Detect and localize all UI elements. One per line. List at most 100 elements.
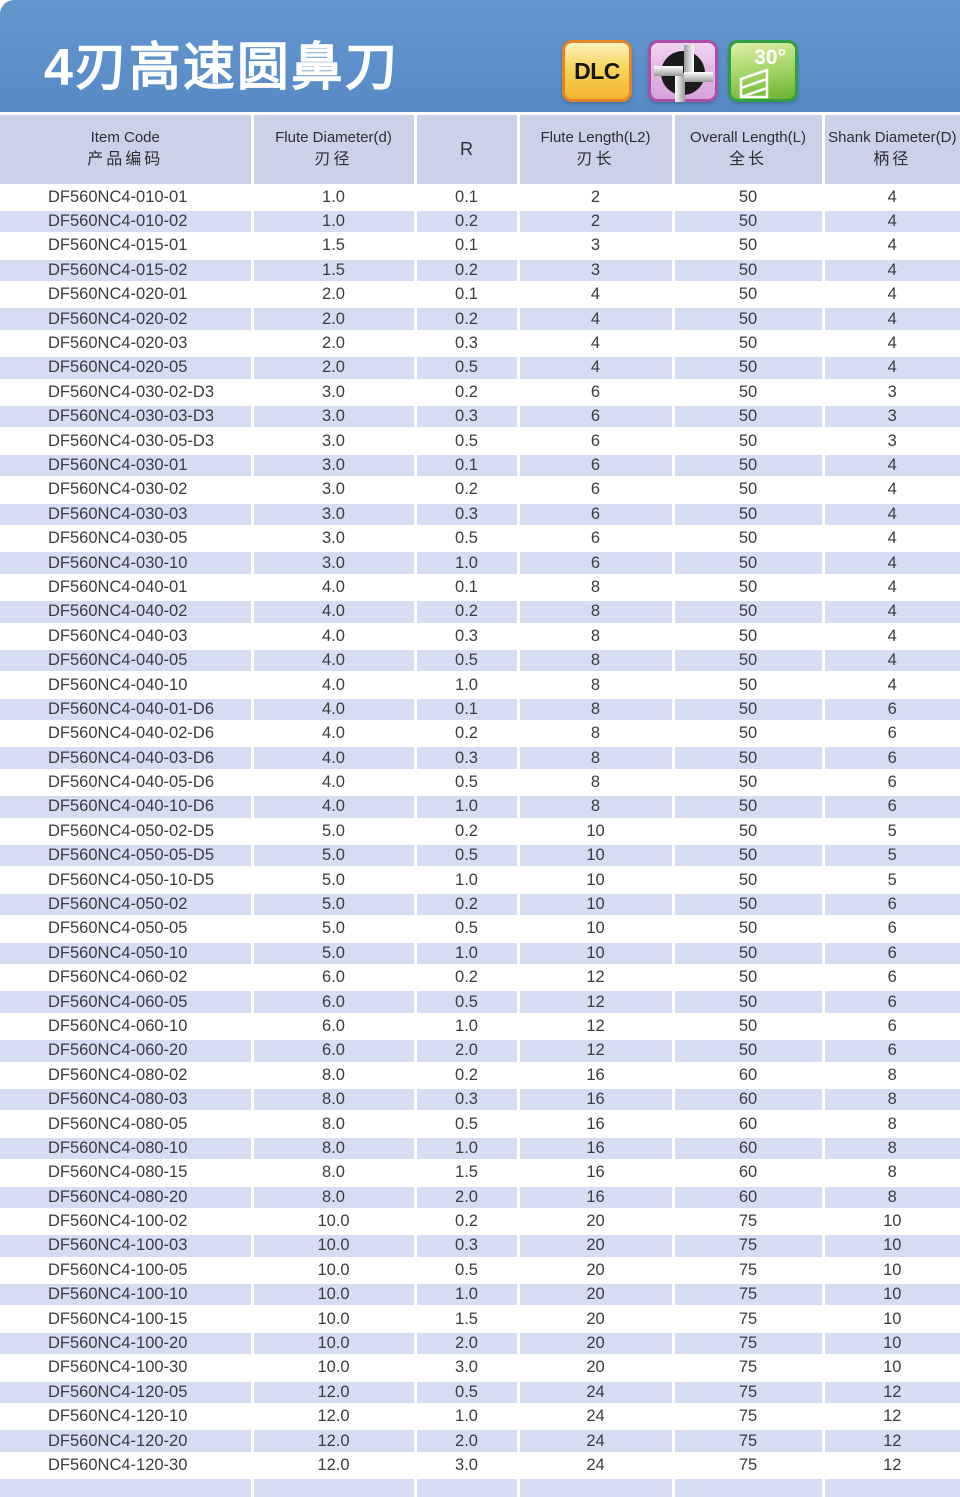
cell-radius: 0.1 [415, 233, 520, 260]
cell-flute-diameter: 4.0 [252, 672, 417, 699]
cell-flute-length: 8 [518, 745, 675, 772]
cell-overall-length: 75 [673, 1331, 825, 1358]
cell-flute-diameter: 4.0 [252, 624, 417, 650]
cell-radius: 0.5 [415, 1258, 520, 1285]
cell-radius: 0.5 [415, 526, 520, 553]
cell-item-code: DF560NC4-100-20 [0, 1331, 254, 1358]
cell-item-code: DF560NC4-050-05-D5 [0, 843, 254, 870]
cell-radius: 1.0 [415, 1136, 520, 1163]
column-header-overall-length: Overall Length(L) 全长 [673, 115, 825, 187]
table-row: DF560NC4-100-03 10.0 0.3 20 75 10 [0, 1233, 960, 1260]
table-row: DF560NC4-050-10 5.0 1.0 10 50 6 [0, 941, 960, 968]
cell-item-code: DF560NC4-050-02 [0, 892, 254, 919]
table-row: DF560NC4-100-30 10.0 3.0 20 75 10 [0, 1355, 960, 1382]
cell-overall-length: 50 [673, 355, 825, 382]
cell-flute-diameter: 5.0 [252, 941, 417, 968]
table-row: DF560NC4-050-10-D5 5.0 1.0 10 50 5 [0, 867, 960, 894]
cell-flute-diameter: 6.0 [252, 965, 417, 992]
cell-radius: 0.2 [415, 1209, 520, 1236]
table-row: DF560NC4-030-03-D3 3.0 0.3 6 50 3 [0, 404, 960, 431]
cell-flute-length: 6 [518, 477, 675, 504]
cell-radius: 0.2 [415, 306, 520, 333]
cell-overall-length: 50 [673, 624, 825, 650]
badge-group: DLC 30° [562, 40, 798, 102]
cell-shank-diameter: 12 [823, 1404, 960, 1431]
table-row: DF560NC4-040-10 4.0 1.0 8 50 4 [0, 672, 960, 699]
cell-radius: 1.0 [415, 867, 520, 894]
cell-flute-diameter: 2.0 [252, 355, 417, 382]
table-row: DF560NC4-050-02 5.0 0.2 10 50 6 [0, 892, 960, 919]
cell-flute-diameter: 1.5 [252, 258, 417, 285]
cell-item-code: DF560NC4-020-03 [0, 331, 254, 358]
cell-overall-length: 60 [673, 1160, 825, 1187]
table-row: DF560NC4-120-30 12.0 3.0 24 75 12 [0, 1453, 960, 1480]
cell-flute-length: 10 [518, 819, 675, 846]
cell-radius: 3.0 [415, 1355, 520, 1382]
cell-radius: 1.0 [415, 1282, 520, 1309]
cell-overall-length: 75 [673, 1404, 825, 1431]
cell-flute-length: 4 [518, 306, 675, 333]
empty-cell [518, 1477, 675, 1497]
cell-radius: 2.0 [415, 1428, 520, 1455]
table-row: DF560NC4-100-20 10.0 2.0 20 75 10 [0, 1331, 960, 1358]
table-row: DF560NC4-040-02 4.0 0.2 8 50 4 [0, 599, 960, 626]
cell-flute-length: 24 [518, 1428, 675, 1455]
cell-radius: 0.2 [415, 965, 520, 992]
table-row: DF560NC4-030-03 3.0 0.3 6 50 4 [0, 502, 960, 528]
cell-overall-length: 50 [673, 892, 825, 919]
table-row: DF560NC4-050-05 5.0 0.5 10 50 6 [0, 916, 960, 943]
table-row: DF560NC4-100-05 10.0 0.5 20 75 10 [0, 1258, 960, 1285]
cell-radius: 2.0 [415, 1331, 520, 1358]
cell-flute-diameter: 1.0 [252, 185, 417, 211]
cell-item-code: DF560NC4-050-05 [0, 916, 254, 943]
cell-flute-length: 2 [518, 185, 675, 211]
cell-flute-length: 8 [518, 599, 675, 626]
cell-item-code: DF560NC4-080-15 [0, 1160, 254, 1187]
cell-shank-diameter: 6 [823, 892, 960, 919]
cell-shank-diameter: 10 [823, 1355, 960, 1382]
cell-item-code: DF560NC4-020-02 [0, 306, 254, 333]
cell-flute-diameter: 12.0 [252, 1428, 417, 1455]
cell-shank-diameter: 4 [823, 672, 960, 699]
cell-flute-diameter: 12.0 [252, 1404, 417, 1431]
cell-flute-diameter: 10.0 [252, 1331, 417, 1358]
cell-flute-length: 12 [518, 965, 675, 992]
table-row: DF560NC4-080-02 8.0 0.2 16 60 8 [0, 1063, 960, 1089]
cell-overall-length: 50 [673, 428, 825, 455]
cell-radius: 0.1 [415, 453, 520, 480]
cell-radius: 0.1 [415, 282, 520, 309]
cell-flute-diameter: 2.0 [252, 306, 417, 333]
cell-overall-length: 50 [673, 867, 825, 894]
cell-flute-length: 6 [518, 428, 675, 455]
cell-shank-diameter: 6 [823, 770, 960, 797]
cell-shank-diameter: 4 [823, 624, 960, 650]
cell-item-code: DF560NC4-120-05 [0, 1380, 254, 1407]
cell-overall-length: 50 [673, 916, 825, 943]
cell-radius: 0.3 [415, 1087, 520, 1114]
cell-item-code: DF560NC4-080-05 [0, 1111, 254, 1138]
cell-flute-length: 10 [518, 867, 675, 894]
cell-overall-length: 50 [673, 282, 825, 309]
cell-flute-length: 24 [518, 1404, 675, 1431]
table-row: DF560NC4-100-10 10.0 1.0 20 75 10 [0, 1282, 960, 1309]
cell-overall-length: 50 [673, 477, 825, 504]
cell-flute-length: 8 [518, 648, 675, 675]
cell-radius: 0.5 [415, 1380, 520, 1407]
cell-flute-length: 6 [518, 404, 675, 431]
cell-radius: 0.1 [415, 575, 520, 602]
cell-overall-length: 50 [673, 209, 825, 236]
cell-overall-length: 50 [673, 721, 825, 748]
cell-flute-diameter: 4.0 [252, 648, 417, 675]
table-row: DF560NC4-100-02 10.0 0.2 20 75 10 [0, 1209, 960, 1236]
four-flute-cross-section-icon [654, 45, 713, 102]
table-row: DF560NC4-120-20 12.0 2.0 24 75 12 [0, 1428, 960, 1455]
cell-item-code: DF560NC4-120-20 [0, 1428, 254, 1455]
cell-overall-length: 75 [673, 1355, 825, 1382]
cell-shank-diameter: 5 [823, 819, 960, 846]
table-row: DF560NC4-010-02 1.0 0.2 2 50 4 [0, 209, 960, 236]
cell-shank-diameter: 4 [823, 550, 960, 577]
cell-flute-length: 16 [518, 1136, 675, 1163]
cell-shank-diameter: 8 [823, 1136, 960, 1163]
cell-overall-length: 50 [673, 843, 825, 870]
cell-flute-length: 6 [518, 502, 675, 528]
